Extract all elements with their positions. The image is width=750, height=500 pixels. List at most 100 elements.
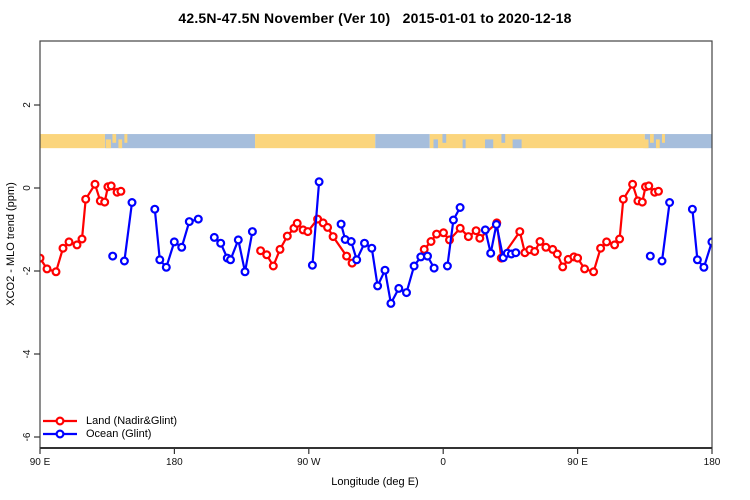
series-land — [40, 179, 663, 277]
data-point — [380, 265, 390, 275]
data-point — [552, 249, 562, 259]
data-point — [360, 238, 370, 248]
data-point — [106, 181, 116, 191]
data-point — [511, 248, 521, 258]
legend-item-land: Land (Nadir&Glint) — [42, 414, 177, 428]
data-point — [645, 251, 655, 261]
data-point — [426, 237, 436, 247]
data-point — [455, 203, 465, 213]
data-point — [373, 281, 383, 291]
map-band-ocean-speckle — [442, 134, 447, 143]
data-point — [209, 232, 219, 242]
data-point — [491, 220, 501, 230]
map-band-land-segment — [429, 134, 645, 149]
data-point — [282, 231, 292, 241]
data-point — [573, 253, 583, 263]
data-point — [618, 194, 628, 204]
data-point — [419, 244, 429, 254]
data-point — [448, 215, 458, 225]
data-point — [367, 243, 377, 253]
series-ocean — [108, 177, 712, 308]
map-band-land-speckle — [118, 139, 123, 149]
x-tick-label: 180 — [166, 457, 183, 468]
map-band-ocean-speckle — [512, 139, 522, 149]
data-point — [442, 261, 452, 271]
data-point — [72, 240, 82, 250]
data-point — [342, 251, 352, 261]
data-point — [268, 261, 278, 271]
map-band-land-speckle — [661, 134, 665, 143]
map-band-land-segment — [40, 134, 105, 149]
data-point — [486, 248, 496, 258]
data-point — [303, 227, 313, 237]
data-point — [233, 235, 243, 245]
data-point — [463, 232, 473, 242]
data-point — [328, 232, 338, 242]
land-line-marker-icon — [43, 416, 77, 426]
data-point — [402, 288, 412, 298]
y-ticks: 2 0 -2 -4 -6 — [22, 102, 40, 441]
legend: Land (Nadir&Glint) Ocean (Glint) — [42, 414, 177, 441]
legend-item-ocean: Ocean (Glint) — [42, 428, 177, 442]
data-point — [108, 251, 118, 261]
data-point — [323, 222, 333, 232]
map-band-land-speckle — [643, 139, 649, 149]
data-point — [455, 223, 465, 233]
data-point — [515, 227, 525, 237]
data-point — [119, 256, 129, 266]
data-point — [275, 244, 285, 254]
map-band-ocean-speckle — [462, 139, 466, 149]
data-point — [558, 262, 568, 272]
data-point — [352, 255, 362, 265]
map-band-land-segment — [255, 134, 376, 149]
data-point — [127, 198, 137, 208]
map-band-land-speckle — [650, 134, 654, 143]
map-band-ocean-segment — [375, 134, 430, 149]
data-point — [336, 219, 346, 229]
y-tick-label: 0 — [22, 185, 33, 191]
axis-box — [39, 40, 713, 449]
data-point — [475, 233, 485, 243]
data-point — [394, 283, 404, 293]
data-point — [580, 264, 590, 274]
data-point — [262, 250, 272, 260]
data-point — [256, 246, 266, 256]
data-point — [184, 217, 194, 227]
x-tick-label: 90 E — [30, 457, 51, 468]
x-tick-label: 90 E — [567, 457, 588, 468]
data-point — [596, 243, 606, 253]
chart-title: 42.5N-47.5N November (Ver 10) 2015-01-01… — [178, 10, 572, 26]
data-point — [471, 226, 481, 236]
data-point — [386, 298, 396, 308]
data-point — [692, 255, 702, 265]
data-point — [292, 218, 302, 228]
data-point — [169, 237, 179, 247]
data-point — [644, 181, 654, 191]
data-point — [602, 237, 612, 247]
y-tick-label: 2 — [22, 102, 33, 108]
data-point — [429, 263, 439, 273]
map-band-land-speckle — [124, 134, 128, 143]
data-point — [90, 179, 100, 189]
y-tick-label: -2 — [22, 266, 33, 275]
data-point — [409, 261, 419, 271]
map-band-ocean-speckle — [501, 134, 506, 143]
data-point — [100, 197, 110, 207]
data-point — [77, 234, 87, 244]
data-point — [530, 247, 540, 257]
data-point — [64, 237, 74, 247]
map-band-land-speckle — [105, 139, 111, 149]
data-point — [346, 237, 356, 247]
data-point — [42, 264, 52, 274]
x-tick-label: 0 — [440, 457, 446, 468]
data-point — [610, 240, 620, 250]
data-point — [193, 214, 203, 224]
ocean-line-marker-icon — [43, 429, 77, 439]
data-point — [240, 267, 250, 277]
data-point — [535, 237, 545, 247]
x-tick-label: 180 — [704, 457, 721, 468]
data-point — [665, 198, 675, 208]
map-band-ocean-speckle — [433, 139, 438, 149]
